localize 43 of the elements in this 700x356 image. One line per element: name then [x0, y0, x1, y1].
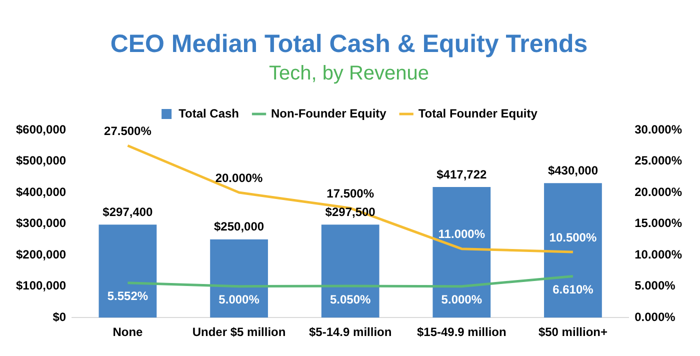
chart-title: CEO Median Total Cash & Equity Trends [110, 30, 588, 58]
data-label: 11.000% [438, 227, 486, 242]
bar [432, 186, 491, 318]
data-label: 5.000% [218, 292, 260, 307]
data-label: $250,000 [214, 220, 264, 234]
legend-label: Non-Founder Equity [271, 106, 387, 120]
data-label: $430,000 [548, 163, 598, 178]
bar [321, 224, 380, 318]
data-label: 6.610% [552, 282, 594, 297]
data-label: $417,722 [436, 167, 487, 182]
y2-tick-label: 10.000% [634, 247, 682, 262]
chart-subtitle: Tech, by Revenue [268, 62, 430, 85]
x-tick-label: $50 million+ [538, 325, 608, 340]
data-label: 5.050% [330, 292, 372, 306]
y2-tick-label: 30.000% [634, 122, 682, 136]
x-tick-label: None [112, 325, 144, 340]
x-tick-label: $15-49.9 million [416, 325, 506, 340]
data-label: 17.500% [326, 186, 374, 200]
data-label: 5.552% [107, 289, 148, 304]
data-label: 27.500% [104, 124, 152, 138]
legend-label: Total Cash [178, 106, 240, 120]
y-tick-label: $100,000 [16, 278, 66, 293]
y-tick-label: $200,000 [16, 247, 66, 262]
bar [210, 239, 268, 318]
y2-tick-label: 0.000% [634, 310, 676, 324]
y2-tick-label: 25.000% [634, 154, 682, 168]
data-label: 5.000% [441, 292, 482, 307]
x-tick-label: Under $5 million [192, 325, 286, 340]
y2-tick-label: 15.000% [634, 216, 682, 230]
y-tick-label: $600,000 [16, 122, 66, 136]
y2-tick-label: 5.000% [634, 278, 676, 293]
bar [544, 183, 602, 318]
data-label: $297,400 [102, 204, 154, 219]
x-tick-label: $5-14.9 million [308, 325, 392, 340]
y2-tick-label: 20.000% [634, 184, 682, 199]
data-label: 10.500% [549, 230, 597, 244]
data-label: 20.000% [215, 170, 264, 185]
y-tick-label: $300,000 [16, 216, 66, 230]
legend-label: Total Founder Equity [418, 106, 538, 120]
y-tick-label: $400,000 [16, 184, 66, 199]
bar [98, 224, 157, 318]
y-tick-label: $500,000 [16, 154, 66, 168]
y-tick-label: $0 [52, 310, 66, 324]
